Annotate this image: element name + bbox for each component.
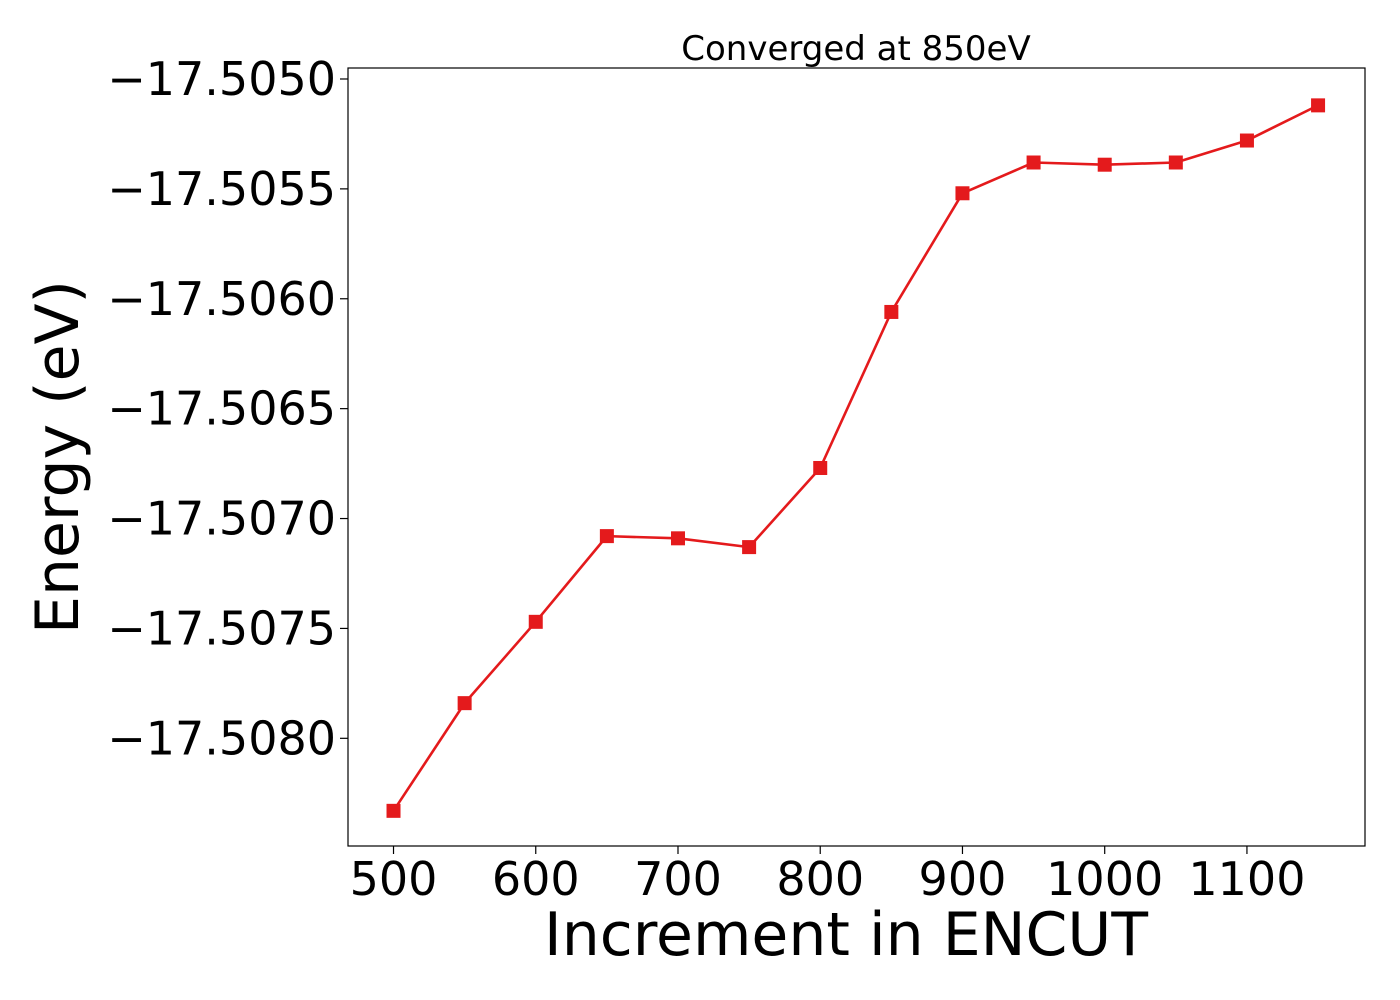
chart-title: Converged at 850eV (681, 29, 1030, 69)
series-line (392, 104, 1319, 812)
data-point-marker (528, 614, 543, 629)
data-point-marker (813, 460, 828, 475)
data-point-marker (599, 529, 614, 544)
y-tick-label: −17.5080 (107, 711, 336, 765)
x-tick-label: 800 (776, 852, 864, 906)
y-tick-label: −17.5060 (107, 272, 336, 326)
x-tick-label: 1000 (1046, 852, 1163, 906)
series-layer (386, 98, 1326, 818)
x-tick-label: 900 (919, 852, 1007, 906)
data-point-marker (1097, 157, 1112, 172)
data-point-marker (457, 696, 472, 711)
data-point-marker (386, 803, 401, 818)
data-point-marker (1239, 133, 1254, 148)
plot-area (347, 67, 1366, 847)
y-tick-label: −17.5065 (107, 382, 336, 436)
x-axis-label: Increment in ENCUT (544, 900, 1148, 970)
x-tick-label: 600 (492, 852, 580, 906)
y-tick-label: −17.5070 (107, 492, 336, 546)
data-point-marker (1026, 155, 1041, 170)
y-tick-label: −17.5055 (107, 162, 336, 216)
y-tick-label: −17.5050 (107, 52, 336, 106)
data-point-marker (742, 540, 757, 555)
y-axis-label: Energy (eV) (23, 280, 93, 634)
data-point-marker (670, 531, 685, 546)
data-point-marker (884, 304, 899, 319)
y-axis: −17.5050 −17.5055 −17.5060 −17.5065 −17.5070… (107, 52, 348, 765)
x-tick-label: 500 (350, 852, 438, 906)
data-point-marker (955, 186, 970, 201)
x-tick-label: 1100 (1188, 852, 1305, 906)
y-tick-label: −17.5075 (107, 601, 336, 655)
x-axis: 500 600 700 800 900 1000 1100 (350, 846, 1305, 906)
data-point-marker (1311, 98, 1326, 113)
x-tick-label: 700 (634, 852, 722, 906)
data-point-marker (1168, 155, 1183, 170)
